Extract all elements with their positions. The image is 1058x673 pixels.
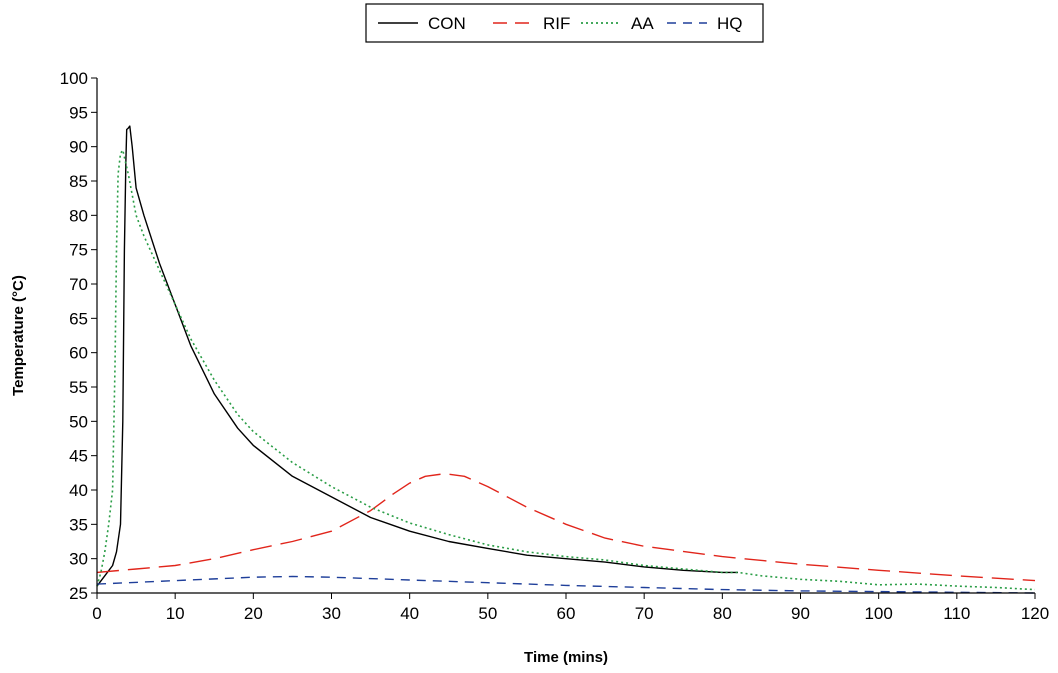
y-tick-label: 80	[69, 206, 88, 225]
y-tick-label: 30	[69, 550, 88, 569]
y-tick-label: 95	[69, 103, 88, 122]
y-tick-label: 90	[69, 138, 88, 157]
series-layer	[96, 125, 1036, 594]
axes	[96, 78, 1035, 594]
y-axis-ticks: 25 30 35 40 45 50 55 60 65 70 75 80 85 90 95 100	[60, 69, 97, 603]
y-tick-label: 60	[69, 344, 88, 363]
legend-label-hq: HQ	[717, 14, 743, 33]
x-axis-ticks: 0 10 20 30 40 50 60 70 80 90 100 110 120	[92, 593, 1049, 623]
x-tick-label: 50	[478, 604, 497, 623]
series-line-hq	[96, 575, 1036, 594]
legend-label-aa: AA	[631, 14, 654, 33]
y-tick-label: 25	[69, 584, 88, 603]
series-line-aa	[96, 149, 1036, 591]
x-tick-label: 120	[1021, 604, 1049, 623]
x-tick-label: 80	[713, 604, 732, 623]
x-tick-label: 30	[322, 604, 341, 623]
x-tick-label: 100	[864, 604, 892, 623]
y-tick-label: 85	[69, 172, 88, 191]
x-tick-label: 110	[943, 604, 970, 623]
y-tick-label: 100	[60, 69, 88, 88]
legend-label-rif: RIF	[543, 14, 570, 33]
x-tick-label: 90	[791, 604, 810, 623]
x-tick-label: 70	[635, 604, 654, 623]
y-axis-title: Temperature (°C)	[10, 275, 27, 396]
y-tick-label: 55	[69, 378, 88, 397]
series-line-rif	[96, 473, 1036, 582]
x-tick-label: 20	[244, 604, 263, 623]
y-tick-label: 65	[69, 309, 88, 328]
y-tick-label: 35	[69, 515, 88, 534]
x-tick-label: 60	[557, 604, 576, 623]
y-tick-label: 40	[69, 481, 88, 500]
x-tick-label: 10	[166, 604, 185, 623]
y-tick-label: 45	[69, 447, 88, 466]
x-axis-title: Time (mins)	[524, 649, 608, 666]
y-tick-label: 75	[69, 241, 88, 260]
x-tick-label: 40	[400, 604, 419, 623]
x-tick-label: 0	[92, 604, 101, 623]
legend-box	[365, 3, 764, 43]
legend: CON RIF AA HQ	[365, 3, 764, 43]
legend-label-con: CON	[428, 14, 466, 33]
series-line-con	[96, 125, 738, 587]
y-tick-label: 50	[69, 412, 88, 431]
y-tick-label: 70	[69, 275, 88, 294]
